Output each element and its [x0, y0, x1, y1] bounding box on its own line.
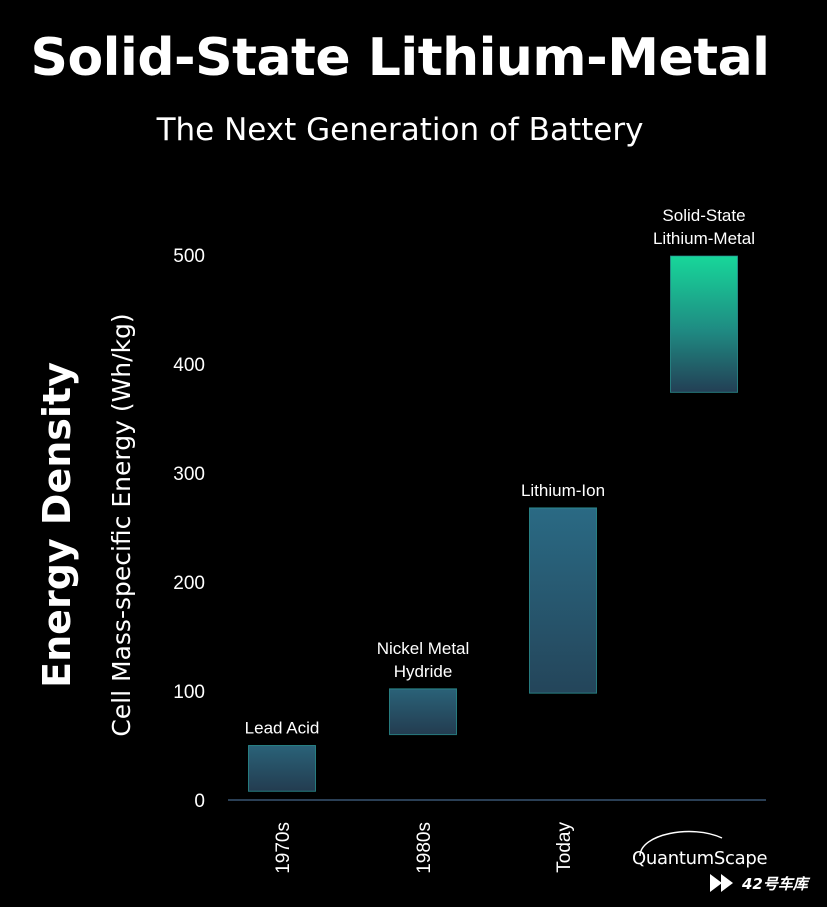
page-subtitle: The Next Generation of Battery — [156, 112, 644, 148]
y-tick-label: 200 — [173, 573, 205, 594]
logo-text: QuantumScape — [632, 848, 768, 869]
y-axis-subtitle: Cell Mass-specific Energy (Wh/kg) — [107, 313, 136, 736]
x-category-label: 1970s — [273, 822, 294, 874]
bar-label: Lithium-Metal — [653, 229, 755, 248]
y-tick-label: 0 — [194, 791, 205, 812]
bar-label: Lead Acid — [245, 719, 320, 738]
bar-4 — [670, 255, 738, 393]
watermark: 42号车库 — [708, 872, 808, 894]
play-arrows-icon — [710, 874, 733, 892]
y-tick-label: 400 — [173, 355, 205, 376]
bar-label: Lithium-Ion — [521, 481, 605, 500]
logo-swoosh-icon — [639, 830, 723, 857]
x-category-label: 1980s — [414, 822, 435, 874]
y-axis-title: Energy Density — [35, 362, 79, 688]
bar-3 — [529, 507, 597, 694]
y-tick-label: 500 — [173, 246, 205, 267]
bar-2 — [389, 688, 457, 736]
x-category-label: Today — [554, 822, 575, 873]
bar-label: Solid-State — [662, 206, 745, 225]
category-labels: 1970s 1980s Today — [273, 822, 575, 874]
y-tick-labels: 0 100 200 300 400 500 — [173, 246, 205, 812]
page-title: Solid-State Lithium-Metal — [30, 28, 771, 88]
bar-1 — [248, 745, 316, 792]
bar-label: Nickel Metal — [377, 639, 470, 658]
watermark-text: 42号车库 — [742, 874, 808, 893]
bar-labels: Lead Acid Nickel Metal Hydride Lithium-Ion S… — [245, 206, 755, 737]
quantumscape-logo: QuantumScape — [632, 826, 822, 896]
bar-label: Hydride — [394, 662, 453, 681]
y-tick-label: 100 — [173, 682, 205, 703]
range-bars — [248, 255, 738, 792]
y-tick-label: 300 — [173, 464, 205, 485]
